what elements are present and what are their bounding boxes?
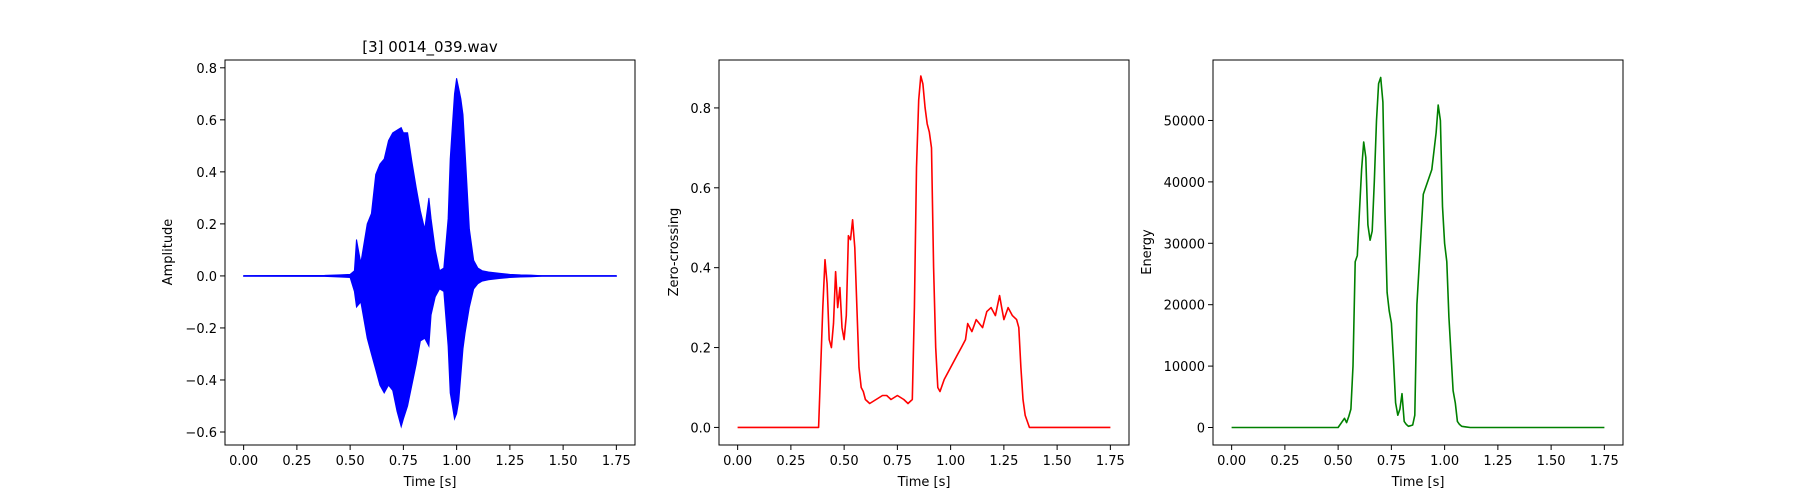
waveform-y-tick-label: 0.2 (196, 218, 217, 233)
waveform-x-axis-label: Time [s] (403, 475, 457, 490)
zero-crossing-panel: 0.00 0.25 0.50 0.75 1.00 1.25 1.50 1.75 0.00.20… (667, 59, 1130, 490)
waveform-x-tick-label: 0.25 (282, 454, 311, 469)
zero-crossing-y-tick-label: 0.4 (690, 262, 711, 277)
zero-crossing-x-tick-label: 0.75 (883, 454, 912, 469)
zero-crossing-y-tick-label: 0.0 (690, 421, 711, 436)
zero-crossing-y-tick-label: 0.8 (690, 102, 711, 117)
energy-y-tick-label: 30000 (1164, 237, 1205, 252)
zero-crossing-x-tick-label: 1.00 (936, 454, 965, 469)
waveform-title: [3] 0014_039.wav (362, 38, 498, 57)
zero-crossing-axes-frame (718, 59, 1130, 446)
zero-crossing-series-0-line (737, 75, 1111, 429)
waveform-y-tick-label: 0.6 (196, 114, 217, 129)
energy-x-axis-label: Time [s] (1391, 475, 1445, 490)
waveform-y-axis: −0.6 −0.4 −0.2 0.0 0.2 0.4 0.6 0.8 (185, 62, 225, 441)
waveform-x-axis: 0.00 0.25 0.50 0.75 1.00 1.25 1.50 1.75 (229, 445, 631, 469)
energy-y-tick-label: 0 (1197, 422, 1205, 437)
waveform-y-tick-label: −0.6 (185, 426, 217, 441)
energy-x-tick-label: 0.00 (1217, 454, 1246, 469)
energy-x-axis: 0.00 0.25 0.50 0.75 1.00 1.25 1.50 1.75 (1217, 445, 1619, 469)
energy-x-tick-label: 1.00 (1430, 454, 1459, 469)
waveform-x-tick-label: 1.75 (602, 454, 631, 469)
waveform-y-tick-label: 0.8 (196, 62, 217, 77)
energy-x-tick-label: 0.25 (1270, 454, 1299, 469)
energy-axes-frame (1212, 59, 1624, 446)
energy-y-tick-label: 40000 (1164, 176, 1205, 191)
waveform-panel: 0.00 0.25 0.50 0.75 1.00 1.25 1.50 1.75 −0.6−0.… (161, 38, 636, 490)
energy-y-axis: 0 10000 20000 30000 40000 50000 (1164, 114, 1213, 437)
waveform-y-tick-label: −0.2 (185, 322, 217, 337)
zero-crossing-x-tick-label: 1.25 (989, 454, 1018, 469)
waveform-y-tick-label: 0.4 (196, 166, 217, 181)
waveform-y-tick-label: 0.0 (196, 270, 217, 285)
energy-x-tick-label: 1.50 (1537, 454, 1566, 469)
energy-x-tick-label: 0.50 (1324, 454, 1353, 469)
zero-crossing-x-tick-label: 0.25 (776, 454, 805, 469)
zero-crossing-y-axis: 0.0 0.2 0.4 0.6 0.8 (690, 102, 719, 436)
zero-crossing-x-axis: 0.00 0.25 0.50 0.75 1.00 1.25 1.50 1.75 (723, 445, 1125, 469)
waveform-plot-area (243, 78, 617, 429)
energy-x-tick-label: 1.75 (1590, 454, 1619, 469)
energy-plot-area (1231, 76, 1605, 429)
waveform-series-0-envelope (243, 78, 617, 429)
zero-crossing-x-axis-label: Time [s] (897, 475, 951, 490)
waveform-x-tick-label: 1.50 (549, 454, 578, 469)
energy-panel: 0.00 0.25 0.50 0.75 1.00 1.25 1.50 1.75 0 10000 2… (1140, 59, 1624, 490)
energy-x-tick-label: 0.75 (1377, 454, 1406, 469)
energy-series-0-line (1231, 76, 1605, 429)
zero-crossing-x-tick-label: 0.50 (830, 454, 859, 469)
zero-crossing-y-tick-label: 0.6 (690, 182, 711, 197)
waveform-y-axis-label: Amplitude (161, 219, 176, 286)
zero-crossing-x-tick-label: 1.75 (1096, 454, 1125, 469)
waveform-x-tick-label: 1.25 (495, 454, 524, 469)
zero-crossing-x-tick-label: 1.50 (1043, 454, 1072, 469)
waveform-x-tick-label: 0.50 (336, 454, 365, 469)
zero-crossing-y-axis-label: Zero-crossing (667, 208, 682, 297)
zero-crossing-x-tick-label: 0.00 (723, 454, 752, 469)
zero-crossing-plot-area (737, 75, 1111, 429)
energy-y-tick-label: 50000 (1164, 114, 1205, 129)
energy-y-axis-label: Energy (1140, 229, 1155, 275)
energy-x-tick-label: 1.25 (1483, 454, 1512, 469)
waveform-axes-frame (224, 59, 636, 446)
waveform-y-tick-label: −0.4 (185, 374, 217, 389)
energy-y-tick-label: 20000 (1164, 299, 1205, 314)
waveform-x-tick-label: 0.75 (389, 454, 418, 469)
energy-y-tick-label: 10000 (1164, 360, 1205, 375)
zero-crossing-y-tick-label: 0.2 (690, 342, 711, 357)
waveform-x-tick-label: 0.00 (229, 454, 258, 469)
waveform-x-tick-label: 1.00 (442, 454, 471, 469)
